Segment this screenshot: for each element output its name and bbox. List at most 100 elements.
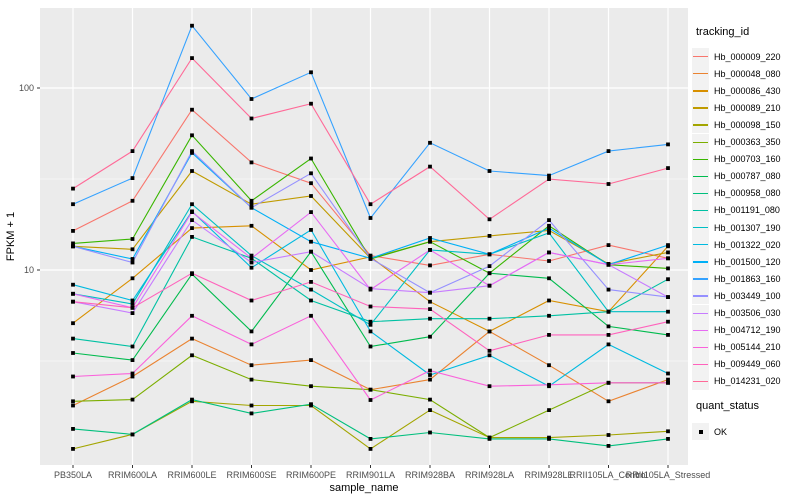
data-point-Hb_001863_160 (368, 216, 373, 220)
data-point-Hb_001307_190 (368, 322, 373, 327)
legend-color-line-icon (693, 244, 708, 246)
data-point-Hb_009449_060 (428, 307, 432, 311)
data-point-Hb_000787_080 (487, 271, 492, 276)
data-point-Hb_005144_210 (666, 380, 670, 385)
legend-key-swatch (692, 133, 709, 151)
data-point-Hb_003449_100 (547, 218, 551, 222)
x-tick-label: RRIM600LA (108, 470, 157, 480)
data-point-Hb_001322_020 (487, 353, 492, 358)
data-point-Hb_000089_210 (130, 247, 135, 252)
data-point-Hb_003449_100 (249, 205, 254, 210)
data-point-Hb_005144_210 (130, 371, 135, 376)
data-point-Hb_009449_060 (487, 348, 492, 353)
legend-color-line-icon (693, 158, 708, 160)
data-point-Hb_001307_190 (249, 253, 254, 258)
data-point-Hb_000048_080 (309, 358, 313, 362)
data-point-Hb_014231_020 (249, 116, 254, 121)
data-point-Hb_001322_020 (309, 228, 313, 232)
data-point-Hb_000098_150 (71, 447, 75, 451)
data-point-Hb_000958_080 (428, 430, 432, 435)
legend-entry-Hb_000703_160: Hb_000703_160 (692, 150, 781, 168)
legend-key-swatch (692, 201, 709, 219)
data-point-Hb_001863_160 (428, 140, 432, 145)
data-point-Hb_001191_080 (666, 277, 670, 282)
legend-entry-Hb_003449_100: Hb_003449_100 (692, 287, 781, 305)
legend-label: Hb_000787_080 (714, 171, 781, 182)
data-point-Hb_000958_080 (368, 437, 373, 441)
data-point-Hb_001191_080 (547, 313, 551, 318)
data-point-Hb_000703_160 (547, 223, 551, 228)
x-tick-label: RRIM600PE (286, 470, 336, 480)
legend-entry-Hb_000363_350: Hb_000363_350 (692, 133, 781, 151)
data-point-Hb_000089_210 (487, 234, 492, 238)
data-point-Hb_000958_080 (130, 432, 135, 437)
legend-key-swatch (692, 65, 709, 83)
legend-key-swatch (692, 287, 709, 305)
x-tick-label: RRIM928BA (405, 470, 455, 480)
data-point-Hb_000089_210 (190, 169, 194, 173)
legend-label: Hb_001500_120 (714, 256, 781, 267)
data-point-Hb_000009_220 (428, 263, 432, 268)
legend-label: Hb_001191_080 (714, 205, 780, 216)
data-point-Hb_000958_080 (606, 444, 611, 448)
data-point-Hb_000363_350 (130, 397, 135, 402)
legend-key-swatch (692, 270, 709, 288)
legend-title-tracking-id: tracking_id (696, 26, 750, 38)
data-point-Hb_005144_210 (547, 382, 551, 387)
data-point-Hb_000787_080 (547, 276, 551, 281)
data-point-Hb_009449_060 (547, 333, 551, 337)
data-point-Hb_001191_080 (190, 235, 194, 239)
data-point-Hb_001307_190 (606, 309, 611, 314)
x-tick-label: RRIM600SE (226, 470, 276, 480)
x-tick-label: RRIM928LA (465, 470, 514, 480)
black-square-marker-icon (698, 429, 703, 434)
x-tick-label: RRII105LA_Control (569, 470, 647, 480)
data-point-Hb_000009_220 (309, 181, 313, 186)
legend-entry-Hb_001191_080: Hb_001191_080 (692, 201, 780, 219)
data-point-Hb_014231_020 (368, 202, 373, 207)
data-point-Hb_000958_080 (309, 402, 313, 407)
legend-label: Hb_005144_210 (714, 342, 781, 353)
data-point-Hb_000048_080 (428, 377, 432, 382)
data-point-Hb_014231_020 (606, 182, 611, 186)
data-point-Hb_000098_150 (368, 447, 373, 451)
data-point-Hb_001322_020 (368, 329, 373, 334)
legend-color-line-icon (693, 312, 708, 314)
data-point-Hb_000086_430 (547, 298, 551, 303)
y-axis-title: FPKM + 1 (5, 212, 17, 261)
legend-label: Hb_000009_220 (714, 51, 781, 62)
data-point-Hb_001322_020 (428, 373, 432, 377)
data-point-Hb_001500_120 (547, 226, 551, 230)
data-point-Hb_000958_080 (71, 427, 75, 431)
data-point-Hb_004712_190 (71, 291, 75, 296)
data-point-Hb_000363_350 (249, 377, 254, 382)
data-point-Hb_004712_190 (487, 283, 492, 288)
data-point-Hb_004712_190 (309, 210, 313, 214)
data-point-Hb_001863_160 (130, 176, 135, 180)
data-point-Hb_005144_210 (368, 398, 373, 402)
legend: tracking_id Hb_000009_220 Hb_000048_080 Hb… (688, 0, 800, 500)
data-point-Hb_000703_160 (666, 266, 670, 271)
x-axis-title: sample_name (329, 482, 398, 494)
data-point-Hb_000048_080 (130, 374, 135, 379)
legend-key-swatch (692, 355, 709, 373)
data-point-Hb_000089_210 (666, 250, 670, 255)
legend-color-line-icon (693, 295, 708, 297)
data-point-Hb_000958_080 (547, 437, 551, 441)
legend-color-line-icon (693, 73, 708, 75)
legend-label: Hb_000086_430 (714, 85, 781, 96)
data-point-Hb_005144_210 (428, 368, 432, 373)
data-point-Hb_000098_150 (666, 429, 670, 434)
legend-entry-Hb_000048_080: Hb_000048_080 (692, 65, 781, 83)
x-tick-label: RRIM600LE (167, 470, 216, 480)
legend-color-line-icon (693, 346, 708, 349)
legend-label: Hb_003449_100 (714, 290, 781, 301)
data-point-Hb_003506_030 (190, 218, 194, 222)
data-point-Hb_003449_100 (190, 149, 194, 153)
data-point-Hb_000009_220 (190, 107, 194, 112)
legend-label: Hb_001863_160 (714, 273, 781, 284)
data-point-Hb_000703_160 (130, 237, 135, 241)
data-point-Hb_000089_210 (309, 194, 313, 198)
